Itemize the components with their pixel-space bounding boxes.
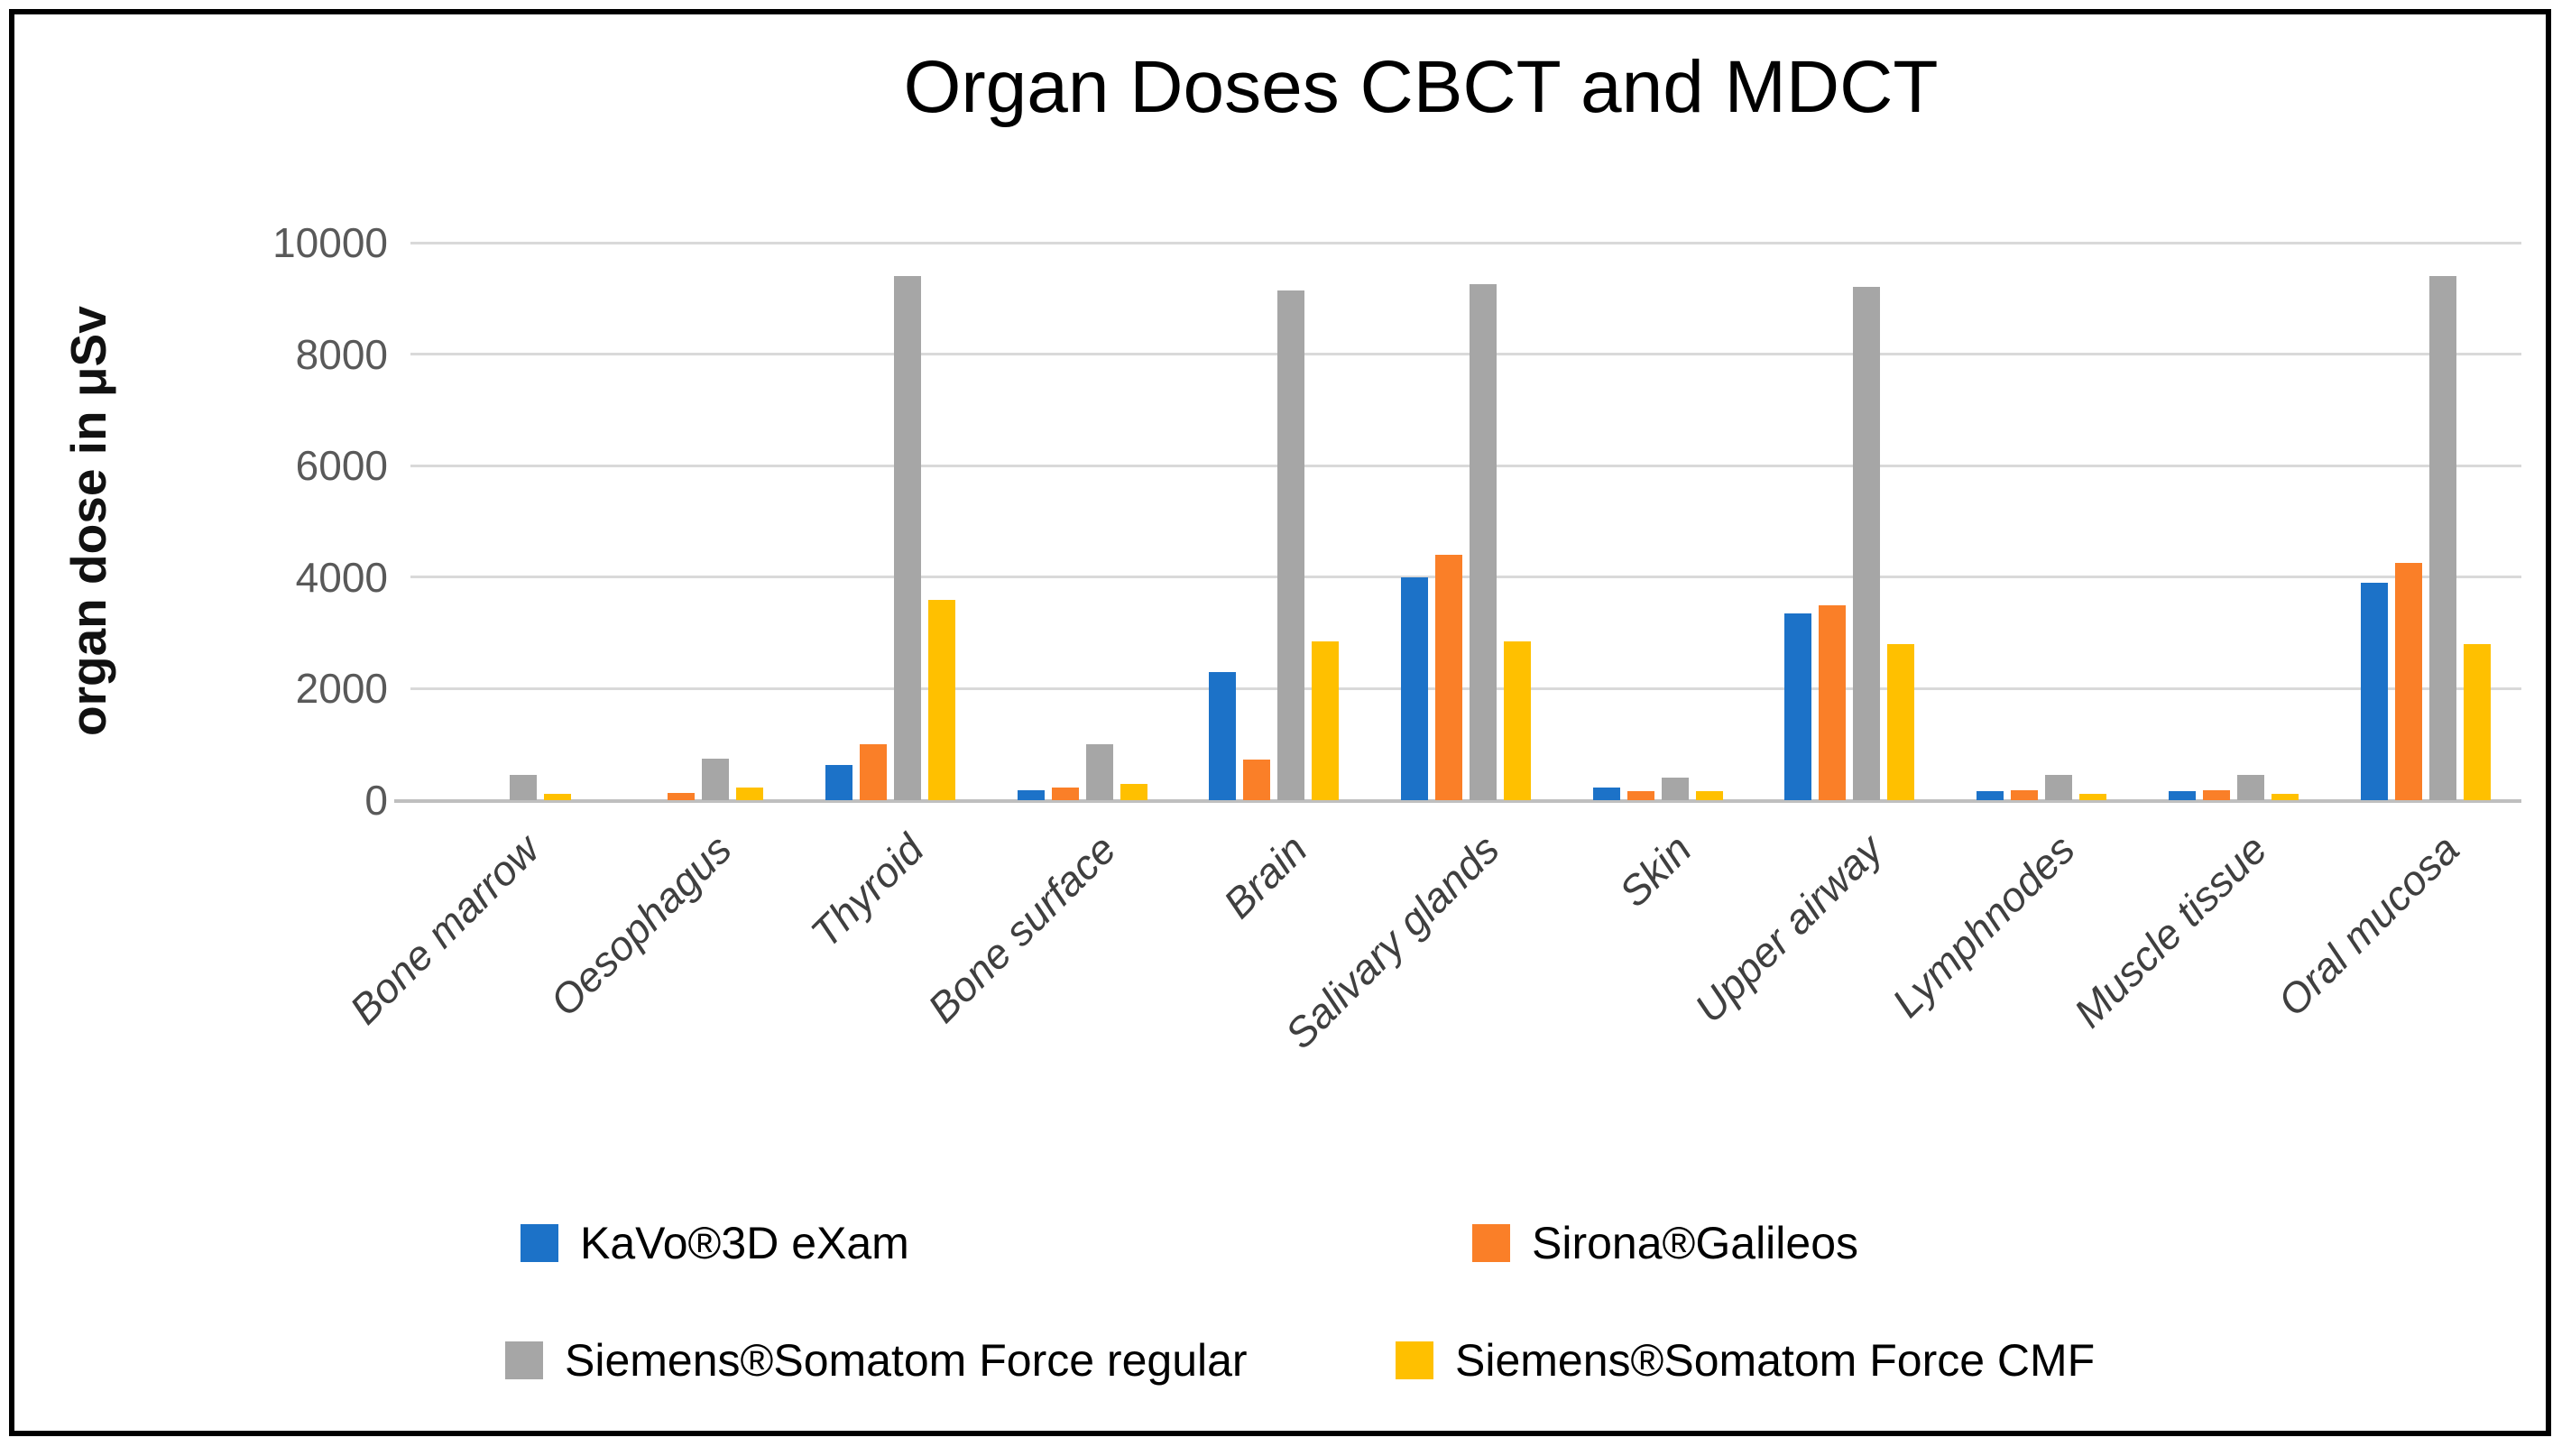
gridline [410, 464, 2521, 467]
bar [2428, 276, 2456, 800]
bar [1784, 613, 1812, 800]
legend-color-swatch [1396, 1341, 1433, 1379]
y-tick-label: 2000 [295, 665, 388, 713]
bar [927, 599, 955, 800]
bar [2394, 563, 2422, 800]
bar [510, 775, 538, 800]
legend-label: KaVo®3D eXam [580, 1218, 909, 1268]
chart-title: Organ Doses CBCT and MDCT [903, 46, 1939, 128]
gridline [410, 576, 2521, 579]
bar [2271, 793, 2299, 800]
legend-label: Sirona®Galileos [1532, 1218, 1859, 1268]
gridline [410, 687, 2521, 690]
legend-color-swatch [521, 1224, 558, 1262]
bar [736, 788, 764, 800]
bar [1085, 744, 1113, 800]
bar [1277, 290, 1305, 800]
legend-label: Siemens®Somatom Force CMF [1455, 1335, 2096, 1386]
bar [1243, 759, 1271, 800]
legend-label: Siemens®Somatom Force regular [565, 1335, 1248, 1386]
bar [1120, 784, 1147, 800]
bar [825, 765, 852, 800]
bar [1051, 788, 1079, 800]
bar [893, 276, 921, 800]
bar [1853, 287, 1881, 800]
legend-item: Sirona®Galileos [1472, 1218, 1858, 1268]
chart-border [9, 9, 2551, 1436]
bar [1887, 643, 1915, 800]
bar [1977, 790, 2004, 800]
bar [2079, 793, 2107, 800]
bar [2045, 775, 2073, 800]
bar [2202, 790, 2230, 800]
y-axis-title: organ dose in μSv [60, 306, 116, 737]
y-tick-label: 4000 [295, 553, 388, 601]
bar [702, 758, 730, 800]
bar [1017, 790, 1045, 800]
bar [2168, 790, 2196, 800]
bar [1661, 778, 1689, 800]
bar [1435, 555, 1462, 800]
legend-color-swatch [1472, 1224, 1510, 1262]
gridline [410, 241, 2521, 244]
y-tick-label: 0 [364, 777, 388, 824]
bar [2360, 582, 2388, 800]
bar [1312, 640, 1340, 800]
bar [1626, 791, 1654, 800]
bar [1592, 788, 1620, 800]
legend-item: KaVo®3D eXam [521, 1218, 909, 1268]
legend-color-swatch [505, 1341, 543, 1379]
gridline [410, 353, 2521, 356]
x-axis-line [394, 799, 2521, 803]
bar [1819, 604, 1847, 800]
bar [1401, 576, 1428, 800]
bar [1504, 640, 1531, 800]
bar [668, 792, 696, 800]
bar [1209, 671, 1237, 800]
bar [1695, 790, 1723, 800]
bar [544, 793, 572, 800]
bar [859, 744, 887, 800]
bar [2463, 643, 2491, 800]
y-tick-label: 8000 [295, 330, 388, 378]
bar [2236, 774, 2264, 800]
y-tick-label: 10000 [272, 219, 388, 266]
legend-item: Siemens®Somatom Force regular [505, 1335, 1248, 1386]
y-tick-label: 6000 [295, 442, 388, 490]
legend-item: Siemens®Somatom Force CMF [1396, 1335, 2095, 1386]
bar [2011, 790, 2039, 800]
bar [1470, 284, 1497, 800]
